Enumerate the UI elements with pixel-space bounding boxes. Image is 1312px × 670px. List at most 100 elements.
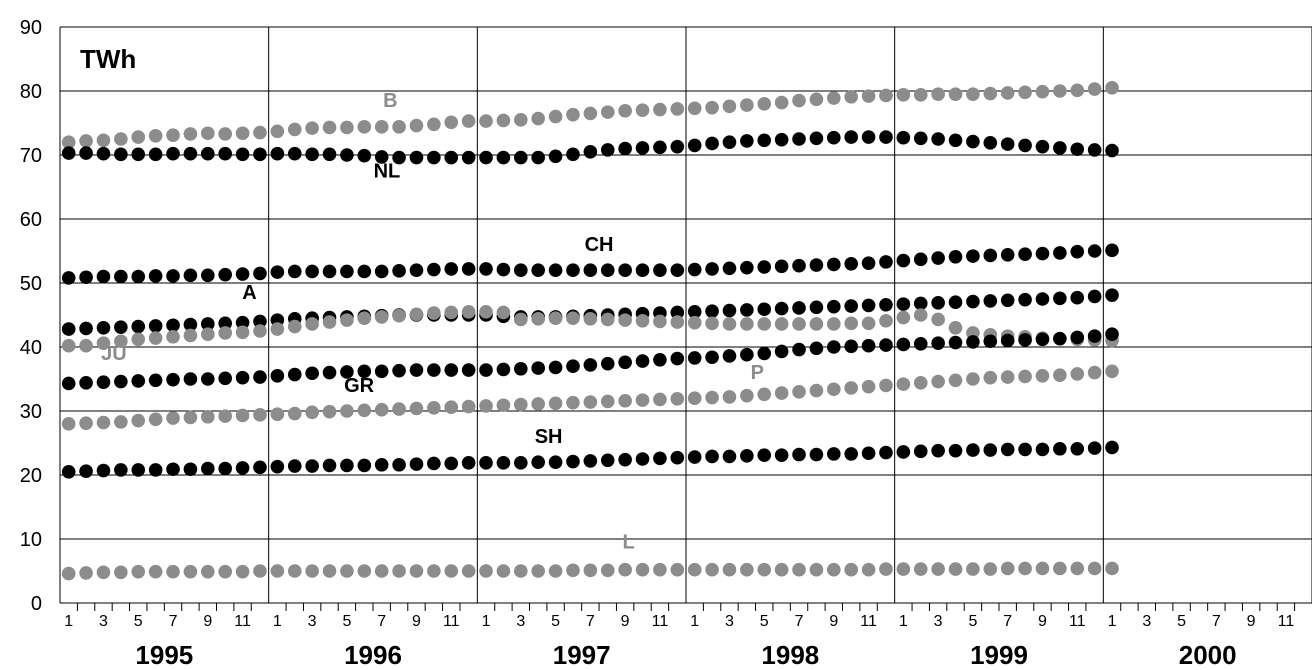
- data-point: [61, 376, 76, 391]
- data-point: [392, 150, 406, 165]
- data-point: [287, 367, 302, 382]
- x-tick-label: 5: [968, 613, 977, 630]
- data-point: [531, 455, 545, 470]
- data-point: [427, 117, 441, 132]
- data-point: [774, 132, 789, 147]
- data-point: [357, 120, 372, 134]
- data-point: [809, 92, 824, 107]
- data-point: [931, 132, 945, 146]
- series-label-ju: JU: [101, 343, 127, 365]
- data-point: [183, 372, 198, 386]
- data-point: [340, 264, 354, 279]
- data-point: [983, 334, 998, 349]
- data-point: [913, 376, 928, 390]
- data-point: [392, 363, 406, 378]
- data-point: [548, 455, 563, 470]
- data-point: [670, 392, 685, 406]
- data-point: [687, 101, 702, 116]
- data-point: [496, 456, 511, 470]
- x-tick-label: 9: [829, 613, 838, 630]
- data-point: [253, 370, 267, 384]
- data-point: [774, 448, 789, 462]
- data-point: [1000, 137, 1015, 151]
- data-point: [635, 103, 650, 117]
- data-point: [235, 315, 250, 330]
- data-point: [427, 306, 441, 320]
- data-point: [705, 390, 719, 405]
- data-point: [201, 409, 215, 424]
- data-point: [844, 299, 858, 313]
- y-tick-label: 70: [20, 145, 42, 167]
- data-point: [392, 264, 406, 278]
- series-b: [61, 81, 1119, 149]
- data-point: [322, 264, 337, 279]
- data-point: [879, 378, 893, 393]
- data-point: [357, 458, 372, 473]
- data-point: [1053, 331, 1067, 346]
- data-point: [461, 305, 476, 319]
- x-tick-label: 1: [273, 613, 282, 630]
- data-point: [966, 562, 980, 576]
- data-point: [201, 268, 215, 283]
- data-point: [983, 136, 998, 150]
- series-ch: [61, 243, 1119, 285]
- x-tick-label: 7: [1212, 613, 1221, 630]
- data-point: [444, 400, 459, 414]
- data-point: [1070, 142, 1085, 157]
- data-point: [983, 294, 998, 308]
- data-point: [670, 139, 685, 154]
- x-tick-label: 7: [169, 613, 178, 630]
- data-point: [913, 337, 928, 351]
- data-point: [931, 374, 945, 389]
- x-tick-label: 7: [795, 613, 804, 630]
- data-point: [270, 369, 285, 383]
- data-point: [1105, 243, 1119, 258]
- data-point: [931, 312, 945, 327]
- data-point: [409, 401, 424, 416]
- data-point: [444, 262, 459, 276]
- data-point: [287, 122, 302, 137]
- data-point: [461, 399, 476, 414]
- series-label-nl: NL: [374, 160, 401, 182]
- data-point: [705, 316, 719, 331]
- data-point: [827, 382, 841, 397]
- data-point: [1070, 83, 1085, 98]
- data-point: [879, 297, 893, 312]
- data-point: [583, 263, 598, 278]
- data-point: [1105, 364, 1119, 379]
- data-point: [183, 146, 198, 161]
- x-tick-label: 7: [1003, 613, 1012, 630]
- data-point: [757, 317, 772, 331]
- data-point: [600, 312, 615, 327]
- series-label-p: P: [751, 362, 764, 384]
- data-point: [861, 338, 876, 353]
- data-point: [1070, 367, 1085, 381]
- data-point: [374, 150, 389, 164]
- data-point: [166, 411, 180, 425]
- data-point: [496, 398, 511, 413]
- series-label-a: A: [242, 282, 256, 304]
- data-point: [392, 457, 406, 472]
- data-point: [635, 452, 650, 466]
- data-point: [1070, 561, 1085, 576]
- data-point: [809, 447, 824, 462]
- data-point: [600, 143, 615, 157]
- data-point: [635, 354, 650, 368]
- data-point: [670, 102, 685, 116]
- data-point: [61, 271, 76, 285]
- data-point: [705, 100, 719, 115]
- data-point: [722, 562, 737, 577]
- year-label-1999: 1999: [970, 640, 1028, 670]
- data-point: [148, 129, 163, 143]
- data-point: [96, 269, 111, 284]
- data-point: [1070, 441, 1085, 456]
- data-point: [687, 562, 702, 577]
- series-labels: B NL CH A JU GR P SH L: [101, 90, 764, 554]
- data-point: [1087, 244, 1102, 258]
- data-point: [79, 416, 93, 430]
- data-point: [201, 146, 215, 161]
- x-tick-label: 7: [377, 613, 386, 630]
- data-point: [583, 395, 598, 409]
- x-tick-label: 11: [652, 613, 669, 630]
- data-point: [305, 405, 319, 420]
